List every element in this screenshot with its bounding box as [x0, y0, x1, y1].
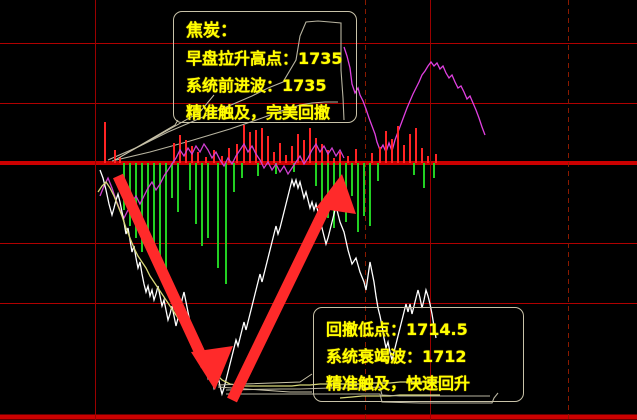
annotation-box-top[interactable]: 焦炭： 早盘拉升高点：1735 系统前进波：1735 精准触及，完美回撤 [173, 11, 357, 123]
magenta-oscillator-series [343, 46, 486, 154]
vertical-gridlines [95, 0, 569, 420]
horizontal-gridlines [0, 43, 637, 420]
anno-bottom-line-1: 回撤低点：1714.5 [326, 320, 468, 339]
anno-top-line-2: 早盘拉升高点：1735 [186, 49, 343, 68]
anno-top-line-3: 系统前进波：1735 [186, 76, 327, 95]
down-arrow [113, 173, 233, 390]
anno-top-line-1: 焦炭： [186, 21, 237, 41]
up-arrow [227, 174, 356, 403]
anno-bottom-line-3: 精准触及，快速回升 [326, 374, 471, 393]
price-line-white [99, 169, 437, 397]
grey-band-series [107, 20, 345, 162]
anno-bottom-line-2: 系统衰竭波：1712 [326, 347, 467, 366]
anno-top-line-4: 精准触及，完美回撤 [186, 103, 331, 122]
magenta-line-series [99, 142, 345, 220]
annotation-box-bottom[interactable]: 回撤低点：1714.5 系统衰竭波：1712 精准触及，快速回升 [313, 307, 524, 402]
